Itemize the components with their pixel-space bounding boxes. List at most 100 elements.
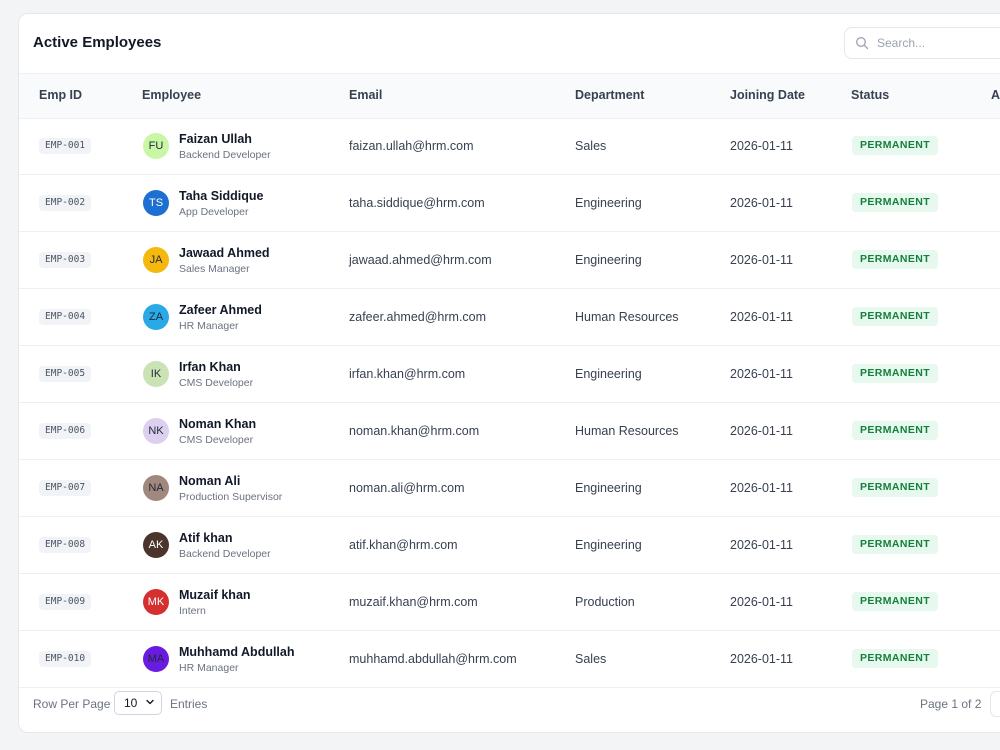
employee-department: Sales bbox=[575, 652, 607, 666]
table-row[interactable]: EMP-010 MA Muhhamd Abdullah HR Manager m… bbox=[19, 631, 1000, 688]
column-header-emp-id[interactable]: Emp ID bbox=[39, 88, 83, 102]
employee-email: noman.ali@hrm.com bbox=[349, 481, 465, 495]
emp-id-badge: EMP-008 bbox=[39, 537, 92, 553]
column-header-action[interactable]: Ac bbox=[991, 88, 1000, 102]
column-header-status[interactable]: Status bbox=[851, 88, 890, 102]
employee-role: HR Manager bbox=[179, 320, 239, 332]
employee-department: Production bbox=[575, 595, 635, 609]
table-row[interactable]: EMP-003 JA Jawaad Ahmed Sales Manager ja… bbox=[19, 232, 1000, 289]
employee-name[interactable]: Zafeer Ahmed bbox=[179, 303, 262, 317]
column-header-employee[interactable]: Employee bbox=[142, 88, 202, 102]
page-info: Page 1 of 2 bbox=[920, 697, 982, 711]
emp-id-badge: EMP-003 bbox=[39, 252, 92, 268]
column-header-joining-date[interactable]: Joining Date bbox=[730, 88, 806, 102]
employee-joining-date: 2026-01-11 bbox=[730, 481, 794, 495]
avatar: ZA bbox=[143, 304, 169, 330]
table-row[interactable]: EMP-009 MK Muzaif khan Intern muzaif.kha… bbox=[19, 574, 1000, 631]
emp-id-badge: EMP-002 bbox=[39, 195, 92, 211]
previous-page-button[interactable] bbox=[990, 691, 1000, 717]
employee-department: Engineering bbox=[575, 367, 642, 381]
avatar: NK bbox=[143, 418, 169, 444]
employee-email: irfan.khan@hrm.com bbox=[349, 367, 466, 381]
rows-per-page-value: 10 bbox=[124, 696, 138, 710]
employee-joining-date: 2026-01-11 bbox=[730, 424, 794, 438]
employee-email: faizan.ullah@hrm.com bbox=[349, 139, 474, 153]
employee-name[interactable]: Taha Siddique bbox=[179, 189, 264, 203]
emp-id-badge: EMP-004 bbox=[39, 309, 92, 325]
avatar: AK bbox=[143, 532, 169, 558]
table-row[interactable]: EMP-002 TS Taha Siddique App Developer t… bbox=[19, 175, 1000, 232]
emp-id-badge: EMP-001 bbox=[39, 138, 92, 154]
search-input[interactable] bbox=[875, 35, 1000, 51]
employee-email: jawaad.ahmed@hrm.com bbox=[349, 253, 492, 267]
employee-email: noman.khan@hrm.com bbox=[349, 424, 480, 438]
employee-role: App Developer bbox=[179, 206, 249, 218]
column-header-email[interactable]: Email bbox=[349, 88, 383, 102]
table-body: EMP-001 FU Faizan Ullah Backend Develope… bbox=[19, 118, 1000, 688]
avatar: MA bbox=[143, 646, 169, 672]
avatar: NA bbox=[143, 475, 169, 501]
table-header: Emp ID Employee Email Department Joining… bbox=[19, 73, 1000, 119]
employee-role: HR Manager bbox=[179, 662, 239, 674]
status-badge: PERMANENT bbox=[852, 649, 939, 668]
employee-name[interactable]: Noman Ali bbox=[179, 474, 241, 488]
status-badge: PERMANENT bbox=[852, 592, 939, 611]
employee-name[interactable]: Atif khan bbox=[179, 531, 233, 545]
status-badge: PERMANENT bbox=[852, 250, 939, 269]
employee-role: Sales Manager bbox=[179, 263, 250, 275]
employee-role: Production Supervisor bbox=[179, 491, 283, 503]
card-title: Active Employees bbox=[33, 34, 162, 51]
employee-department: Engineering bbox=[575, 538, 642, 552]
employee-name[interactable]: Irfan Khan bbox=[179, 360, 241, 374]
employee-role: CMS Developer bbox=[179, 434, 254, 446]
table-row[interactable]: EMP-005 IK Irfan Khan CMS Developer irfa… bbox=[19, 346, 1000, 403]
employee-department: Human Resources bbox=[575, 424, 679, 438]
status-badge: PERMANENT bbox=[852, 307, 939, 326]
employee-email: taha.siddique@hrm.com bbox=[349, 196, 485, 210]
table-row[interactable]: EMP-007 NA Noman Ali Production Supervis… bbox=[19, 460, 1000, 517]
rows-per-page-select[interactable]: 10 bbox=[114, 691, 162, 715]
table-footer: Row Per Page 10 Entries Page 1 of 2 bbox=[19, 683, 1000, 731]
employee-name[interactable]: Muhhamd Abdullah bbox=[179, 645, 295, 659]
employee-name[interactable]: Muzaif khan bbox=[179, 588, 251, 602]
status-badge: PERMANENT bbox=[852, 364, 939, 383]
table-row[interactable]: EMP-001 FU Faizan Ullah Backend Develope… bbox=[19, 118, 1000, 175]
emp-id-badge: EMP-005 bbox=[39, 366, 92, 382]
employee-department: Engineering bbox=[575, 253, 642, 267]
employee-email: zafeer.ahmed@hrm.com bbox=[349, 310, 487, 324]
employee-joining-date: 2026-01-11 bbox=[730, 595, 794, 609]
emp-id-badge: EMP-007 bbox=[39, 480, 92, 496]
avatar: JA bbox=[143, 247, 169, 273]
employee-department: Human Resources bbox=[575, 310, 679, 324]
rows-per-page-label: Row Per Page bbox=[33, 697, 111, 711]
employee-name[interactable]: Noman Khan bbox=[179, 417, 257, 431]
search-icon bbox=[855, 36, 869, 50]
table-row[interactable]: EMP-004 ZA Zafeer Ahmed HR Manager zafee… bbox=[19, 289, 1000, 346]
employee-department: Engineering bbox=[575, 481, 642, 495]
table-row[interactable]: EMP-006 NK Noman Khan CMS Developer noma… bbox=[19, 403, 1000, 460]
employee-role: Intern bbox=[179, 605, 206, 617]
employee-joining-date: 2026-01-11 bbox=[730, 196, 794, 210]
avatar: IK bbox=[143, 361, 169, 387]
avatar: TS bbox=[143, 190, 169, 216]
search-box[interactable] bbox=[844, 27, 1000, 59]
table-row[interactable]: EMP-008 AK Atif khan Backend Developer a… bbox=[19, 517, 1000, 574]
employee-joining-date: 2026-01-11 bbox=[730, 652, 794, 666]
status-badge: PERMANENT bbox=[852, 136, 939, 155]
employee-email: muhhamd.abdullah@hrm.com bbox=[349, 652, 517, 666]
employee-name[interactable]: Jawaad Ahmed bbox=[179, 246, 270, 260]
status-badge: PERMANENT bbox=[852, 193, 939, 212]
employee-joining-date: 2026-01-11 bbox=[730, 538, 794, 552]
employee-name[interactable]: Faizan Ullah bbox=[179, 132, 252, 146]
employees-card: Active Employees Emp ID Employee Email D… bbox=[18, 13, 1000, 733]
avatar: MK bbox=[143, 589, 169, 615]
avatar: FU bbox=[143, 133, 169, 159]
column-header-department[interactable]: Department bbox=[575, 88, 645, 102]
employee-email: atif.khan@hrm.com bbox=[349, 538, 458, 552]
chevron-down-icon bbox=[145, 696, 155, 710]
employee-department: Sales bbox=[575, 139, 607, 153]
employee-department: Engineering bbox=[575, 196, 642, 210]
entries-label: Entries bbox=[170, 697, 208, 711]
emp-id-badge: EMP-006 bbox=[39, 423, 92, 439]
employee-joining-date: 2026-01-11 bbox=[730, 139, 794, 153]
